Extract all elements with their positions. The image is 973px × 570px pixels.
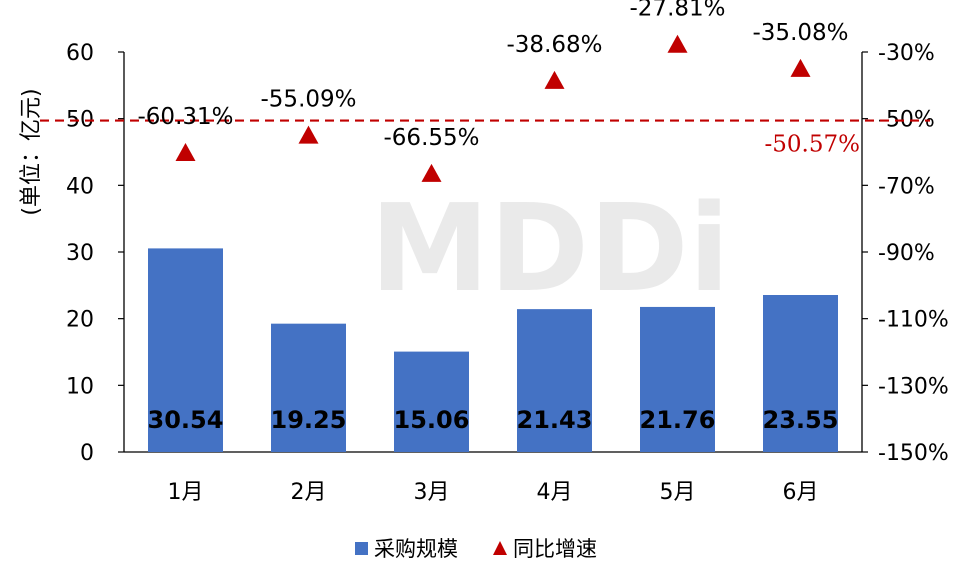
bar-value-label: 21.76 [640, 406, 716, 434]
growth-marker [421, 163, 442, 182]
left-tick-label: 0 [80, 441, 94, 466]
right-tick-label: -30% [878, 41, 935, 66]
growth-marker [667, 34, 688, 53]
bar [271, 323, 346, 452]
right-tick-label: -150% [878, 441, 949, 466]
growth-label: -38.68% [507, 32, 603, 58]
right-tick-label: -70% [878, 174, 935, 199]
growth-marker [298, 125, 319, 144]
bar [394, 351, 469, 452]
right-tick-label: -110% [878, 308, 949, 333]
bar [763, 295, 838, 452]
x-tick-label: 4月 [537, 480, 573, 505]
growth-label: -27.81% [630, 0, 726, 22]
bar [148, 248, 223, 452]
right-tick-label: -90% [878, 241, 935, 266]
left-tick-label: 20 [66, 308, 94, 333]
average-line-label: -50.57% [765, 132, 860, 158]
right-tick-label: -130% [878, 374, 949, 399]
left-tick-label: 60 [66, 41, 94, 66]
y-axis-title: (单位：亿元) [19, 88, 44, 215]
left-tick-label: 40 [66, 174, 94, 199]
x-tick-label: 6月 [783, 480, 819, 505]
legend-swatch-bar [355, 542, 368, 555]
bar [640, 306, 715, 452]
x-tick-label: 2月 [291, 480, 327, 505]
x-tick-label: 1月 [168, 480, 204, 505]
bar-value-label: 21.43 [517, 406, 593, 434]
x-tick-label: 3月 [414, 480, 450, 505]
growth-marker [175, 143, 196, 162]
legend: 采购规模 同比增速 [355, 537, 597, 561]
growth-label: -55.09% [261, 87, 357, 113]
watermark: MDDi [370, 180, 730, 319]
growth-label: -60.31% [138, 104, 234, 130]
growth-markers: -60.31% -55.09% -66.55% -38.68% -27.81% -35.0… [138, 0, 849, 182]
bar-value-label: 19.25 [271, 406, 347, 434]
legend-label-bar: 采购规模 [374, 537, 458, 561]
bar-value-label: 30.54 [148, 406, 224, 434]
reference-line-group: -50.57% [40, 119, 930, 158]
growth-marker [544, 70, 565, 89]
legend-label-marker: 同比增速 [513, 537, 597, 561]
x-tick-label: 5月 [660, 480, 696, 505]
left-tick-label: 30 [66, 241, 94, 266]
bar-value-label: 23.55 [763, 406, 839, 434]
bar-value-label: 15.06 [394, 406, 470, 434]
left-tick-label: 10 [66, 374, 94, 399]
growth-label: -66.55% [384, 125, 480, 151]
growth-marker [790, 58, 811, 77]
legend-swatch-marker [493, 541, 507, 555]
growth-label: -35.08% [753, 20, 849, 46]
bars: 30.54 19.25 15.06 21.43 21.76 23.55 [148, 248, 839, 452]
bar [517, 309, 592, 452]
